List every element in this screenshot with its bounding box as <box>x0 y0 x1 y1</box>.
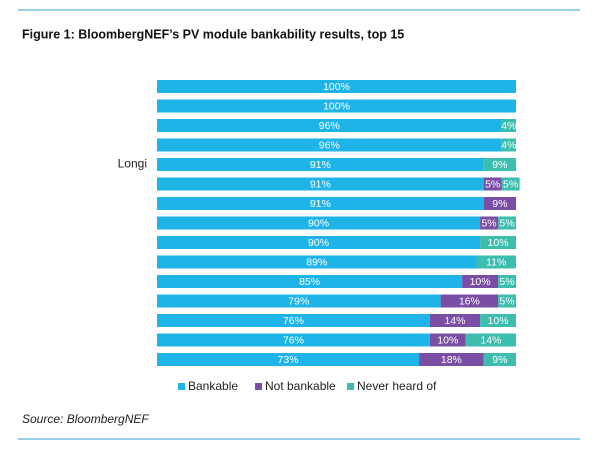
data-label: 4% <box>501 120 516 132</box>
data-label: 18% <box>441 354 462 366</box>
bar-segment <box>157 216 481 230</box>
chart-title: Figure 1: BloombergNEF’s PV module banka… <box>22 27 404 41</box>
bar-segment <box>157 177 484 191</box>
data-label: 9% <box>492 354 507 366</box>
data-label: 10% <box>488 315 509 327</box>
bar-segment <box>498 294 516 308</box>
data-label: 5% <box>499 276 514 288</box>
data-label: 14% <box>444 315 465 327</box>
legend-label: Bankable <box>188 379 238 393</box>
bar-segment <box>501 138 516 152</box>
legend-swatch <box>347 383 354 390</box>
data-label: 91% <box>310 198 331 210</box>
bar-segment <box>483 158 516 171</box>
legend-swatch <box>255 383 262 390</box>
data-label: 85% <box>299 276 320 288</box>
data-label: 16% <box>459 295 480 307</box>
bar-segment <box>483 353 516 366</box>
bar-segment <box>465 333 516 347</box>
data-label: 5% <box>485 178 500 190</box>
data-label: 5% <box>481 217 496 229</box>
bar-segment <box>483 177 502 191</box>
data-label: 4% <box>501 139 516 151</box>
data-label: 90% <box>308 237 329 249</box>
data-label: 5% <box>499 295 514 307</box>
data-label: 89% <box>306 256 327 268</box>
bar-segment <box>480 216 499 230</box>
bar-segment <box>157 119 502 132</box>
legend-swatch <box>178 383 185 390</box>
bar-segment <box>498 216 516 230</box>
data-label: 9% <box>492 198 507 210</box>
bar-segment <box>480 314 516 327</box>
bar-segment <box>157 294 441 308</box>
source: Source: BloombergNEF <box>22 412 149 426</box>
bar-segment <box>157 99 516 113</box>
bar-segment <box>157 255 477 269</box>
data-label: 10% <box>437 334 458 346</box>
data-label: 5% <box>499 217 514 229</box>
data-label: 76% <box>283 334 304 346</box>
bar-segment <box>498 275 516 288</box>
data-label: 5% <box>503 178 518 190</box>
bar-segment <box>157 138 502 152</box>
data-label: 100% <box>323 100 350 112</box>
bar-segment <box>157 197 484 210</box>
data-label: 90% <box>308 217 329 229</box>
y-tick-label: Longi <box>118 157 147 171</box>
data-label: 96% <box>319 139 340 151</box>
bar-segment <box>462 275 499 288</box>
bar-segment <box>476 255 516 269</box>
bar-segment <box>157 236 481 249</box>
data-label: 79% <box>288 295 309 307</box>
bar-segment <box>440 294 499 308</box>
data-label: 76% <box>283 315 304 327</box>
bar-segment <box>157 353 420 366</box>
data-label: 100% <box>323 81 350 93</box>
data-label: 91% <box>310 159 331 171</box>
bar-segment <box>429 333 466 347</box>
data-label: 73% <box>278 354 299 366</box>
data-label: 11% <box>486 256 506 268</box>
data-label: 9% <box>492 159 507 171</box>
data-label: 10% <box>488 237 509 249</box>
bar-segment <box>157 158 484 171</box>
data-label: 91% <box>310 178 331 190</box>
bar-segment <box>157 333 430 347</box>
legend-label: Not bankable <box>265 379 336 393</box>
legend-label: Never heard of <box>357 379 437 393</box>
bar-segment <box>157 80 516 93</box>
bar-segment <box>501 177 520 191</box>
bar-segment <box>419 353 484 366</box>
data-label: 10% <box>470 276 491 288</box>
bar-segment <box>429 314 481 327</box>
bar-segment <box>157 314 430 327</box>
bar-segment <box>501 119 516 132</box>
data-label: 14% <box>480 334 501 346</box>
bar-segment <box>483 197 516 210</box>
data-label: 96% <box>319 120 340 132</box>
bar-segment <box>480 236 516 249</box>
bar-segment <box>157 275 463 288</box>
